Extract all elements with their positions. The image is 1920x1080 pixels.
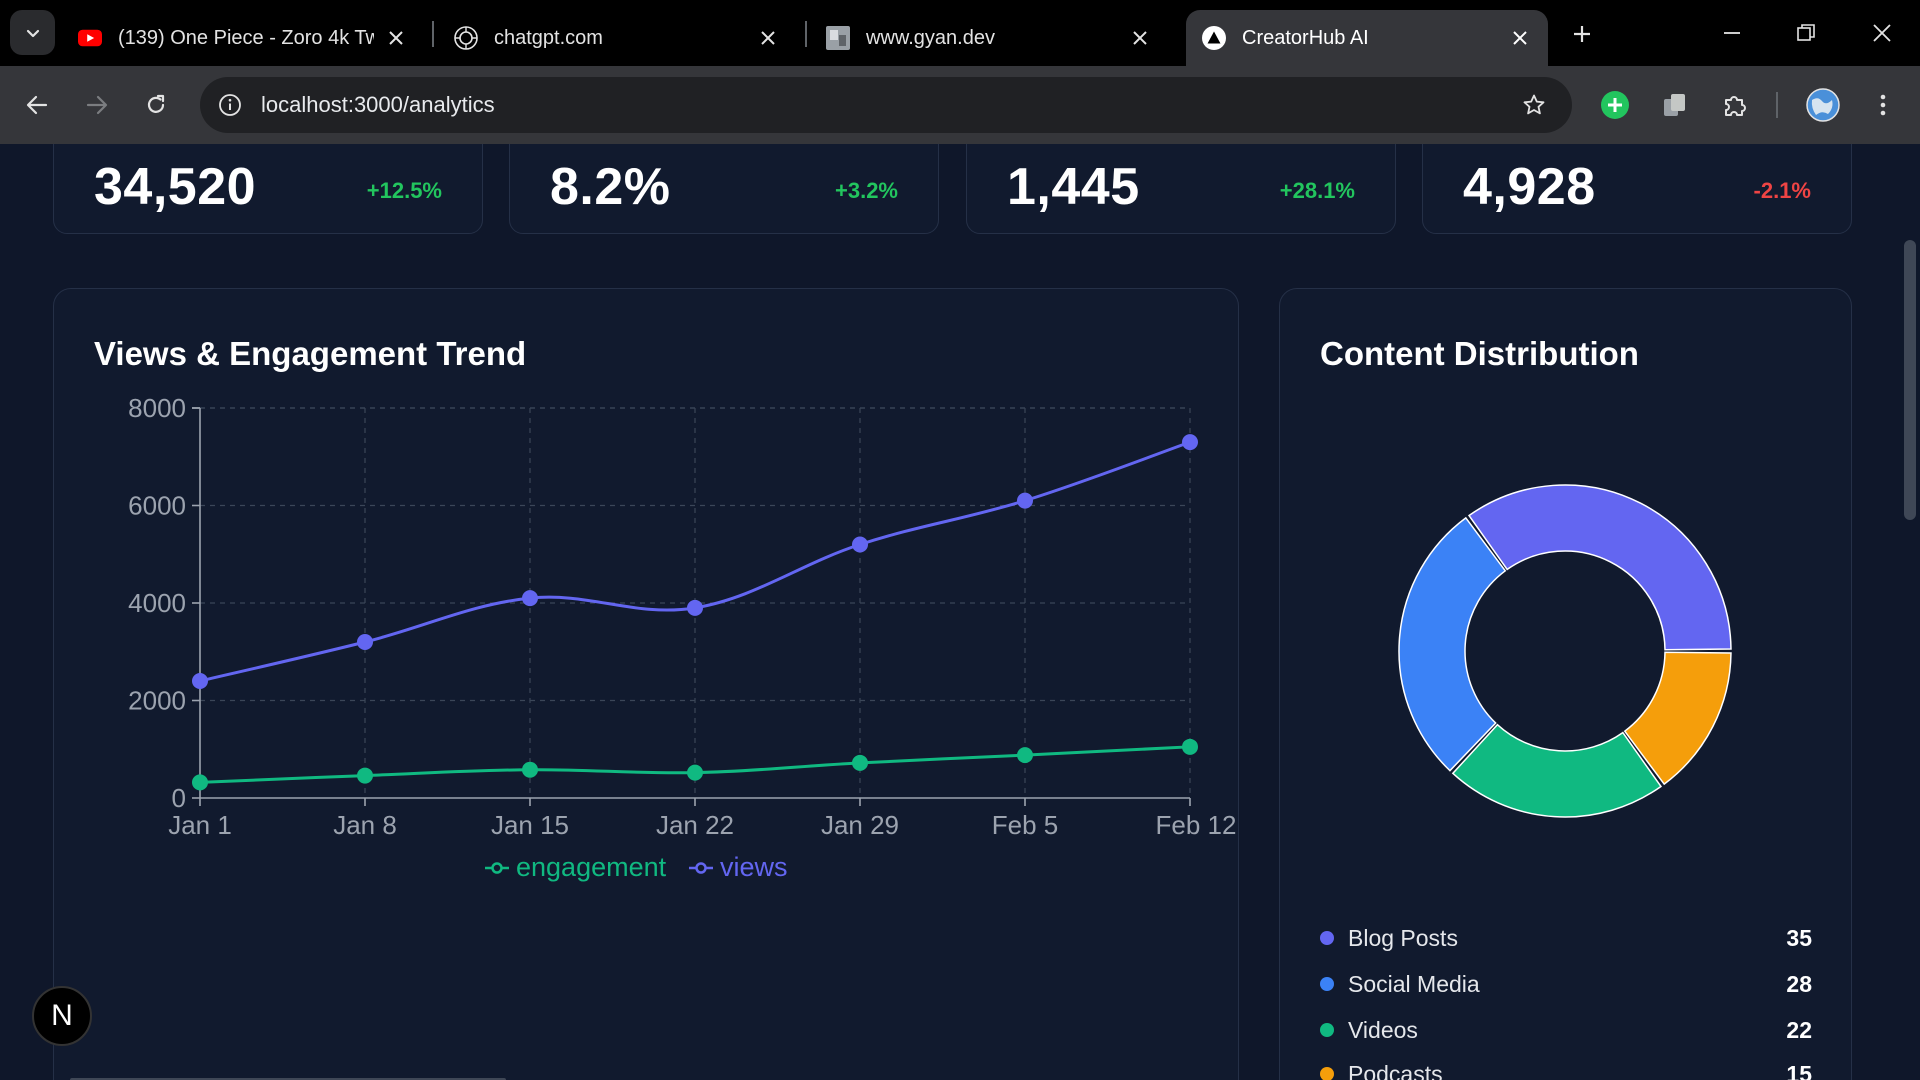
horizontal-scrollbar-thumb[interactable]: [70, 1078, 506, 1080]
arrow-right-icon: [86, 95, 108, 115]
address-bar[interactable]: localhost:3000/analytics: [200, 77, 1572, 133]
legend-label-views: views: [720, 852, 788, 882]
minimize-icon: [1724, 32, 1740, 34]
tab-search-button[interactable]: [10, 10, 55, 55]
trend-panel: Views & Engagement Trend: [53, 288, 1239, 1080]
forward-button[interactable]: [76, 84, 118, 126]
vertical-scrollbar-thumb[interactable]: [1904, 240, 1916, 520]
distribution-count: 28: [1786, 970, 1812, 997]
youtube-icon: [78, 26, 102, 50]
videos-dot-icon: [1320, 1023, 1334, 1037]
toolbar-divider: [1776, 92, 1778, 118]
stat-value: 34,520: [94, 158, 257, 216]
stat-change: -2.1%: [1753, 178, 1811, 203]
distribution-label: Social Media: [1348, 970, 1480, 997]
bookmark-star-icon[interactable]: [1520, 91, 1548, 119]
content-distribution-donut-chart: [1398, 484, 1732, 818]
legend-label-engagement: engagement: [516, 852, 667, 882]
extension-copy-button[interactable]: [1654, 84, 1696, 126]
tab-chatgpt[interactable]: chatgpt.com: [438, 10, 796, 66]
stat-card-views: 34,520 +12.5%: [53, 144, 483, 234]
profile-button[interactable]: [1802, 84, 1844, 126]
extension-add-button[interactable]: [1594, 84, 1636, 126]
distribution-item-podcasts: Podcasts 15: [1320, 1054, 1812, 1080]
reload-icon: [147, 94, 165, 113]
tab-youtube[interactable]: (139) One Piece - Zoro 4k Twi: [62, 10, 424, 66]
url-text: localhost:3000/analytics: [261, 92, 495, 117]
browser-toolbar: localhost:3000/analytics: [0, 66, 1920, 144]
stat-change: +3.2%: [835, 178, 898, 203]
close-tab-icon[interactable]: [754, 24, 782, 52]
stat-card-interactions: 4,928 -2.1%: [1422, 144, 1852, 234]
stat-change: +28.1%: [1279, 178, 1355, 203]
new-tab-button[interactable]: [1564, 16, 1600, 52]
distribution-panel: Content Distribution: [1279, 288, 1852, 1080]
distribution-label: Podcasts: [1348, 1060, 1443, 1080]
stat-change: +12.5%: [366, 178, 442, 203]
browser-menu-button[interactable]: [1862, 84, 1904, 126]
tab-title: chatgpt.com: [494, 26, 603, 49]
distribution-label: Blog Posts: [1348, 924, 1458, 951]
stat-value: 4,928: [1463, 158, 1596, 216]
puzzle-piece-icon: [1725, 96, 1746, 116]
social-media-dot-icon: [1320, 977, 1334, 991]
back-button[interactable]: [16, 84, 58, 126]
nextjs-dev-badge[interactable]: N: [32, 986, 92, 1046]
minimize-button[interactable]: [1702, 8, 1762, 58]
blog-posts-dot-icon: [1320, 931, 1334, 945]
distribution-count: 15: [1786, 1060, 1812, 1080]
stat-card-engagement-rate: 8.2% +3.2%: [509, 144, 939, 234]
nextjs-badge-letter: N: [51, 999, 73, 1032]
close-tab-icon[interactable]: [1126, 24, 1154, 52]
site-info-icon[interactable]: [216, 91, 244, 119]
stat-value: 8.2%: [550, 158, 671, 216]
close-tab-icon[interactable]: [382, 24, 410, 52]
views-legend-icon: [689, 861, 713, 874]
extensions-button[interactable]: [1714, 84, 1756, 126]
site-thumbnail-icon: [826, 26, 850, 50]
tab-gyan[interactable]: www.gyan.dev: [810, 10, 1168, 66]
distribution-panel-title: Content Distribution: [1320, 335, 1639, 372]
restore-icon: [1797, 24, 1815, 41]
legend-item-views[interactable]: views: [688, 852, 788, 883]
engagement-legend-icon: [485, 861, 509, 874]
legend-item-engagement[interactable]: engagement: [484, 852, 666, 883]
donut-slice-blog-posts[interactable]: [1468, 484, 1732, 651]
restore-button[interactable]: [1776, 8, 1836, 58]
tab-separator: [432, 21, 434, 47]
page-viewport: 34,520 +12.5% 8.2% +3.2% 1,445 +28.1% 4,…: [0, 144, 1920, 1080]
triangle-logo-icon: [1202, 26, 1226, 50]
copy-pages-icon: [1664, 94, 1685, 116]
donut-slice-videos[interactable]: [1451, 723, 1662, 818]
kebab-menu-icon: [1880, 94, 1886, 116]
donut-slice-podcasts[interactable]: [1623, 651, 1732, 786]
close-icon: [1873, 24, 1891, 42]
plus-circle-icon: [1601, 91, 1629, 119]
tab-separator: [805, 21, 807, 47]
donut-slice-social-media[interactable]: [1398, 516, 1507, 772]
close-window-button[interactable]: [1852, 8, 1912, 58]
tab-strip: (139) One Piece - Zoro 4k Twi chatgpt.co…: [0, 0, 1920, 66]
tab-title: (139) One Piece - Zoro 4k Twi: [118, 26, 374, 49]
stat-card-new-followers: 1,445 +28.1%: [966, 144, 1396, 234]
trend-panel-title: Views & Engagement Trend: [94, 335, 527, 372]
distribution-count: 22: [1786, 1016, 1812, 1043]
tab-title: CreatorHub AI: [1242, 26, 1369, 49]
stat-value: 1,445: [1007, 158, 1140, 216]
distribution-label: Videos: [1348, 1016, 1418, 1043]
tab-title: www.gyan.dev: [866, 26, 995, 49]
distribution-count: 35: [1786, 924, 1812, 951]
distribution-item-blog-posts: Blog Posts 35: [1320, 918, 1812, 958]
close-tab-icon[interactable]: [1506, 24, 1534, 52]
reload-button[interactable]: [135, 84, 177, 126]
distribution-item-videos: Videos 22: [1320, 1010, 1812, 1050]
podcasts-dot-icon: [1320, 1067, 1334, 1080]
openai-icon: [454, 26, 478, 50]
tab-creatorhub[interactable]: CreatorHub AI: [1186, 10, 1548, 66]
arrow-left-icon: [26, 95, 48, 115]
profile-avatar-icon: [1806, 88, 1840, 122]
plus-icon: [1574, 26, 1590, 42]
chevron-down-icon: [26, 29, 39, 37]
distribution-item-social-media: Social Media 28: [1320, 964, 1812, 1004]
